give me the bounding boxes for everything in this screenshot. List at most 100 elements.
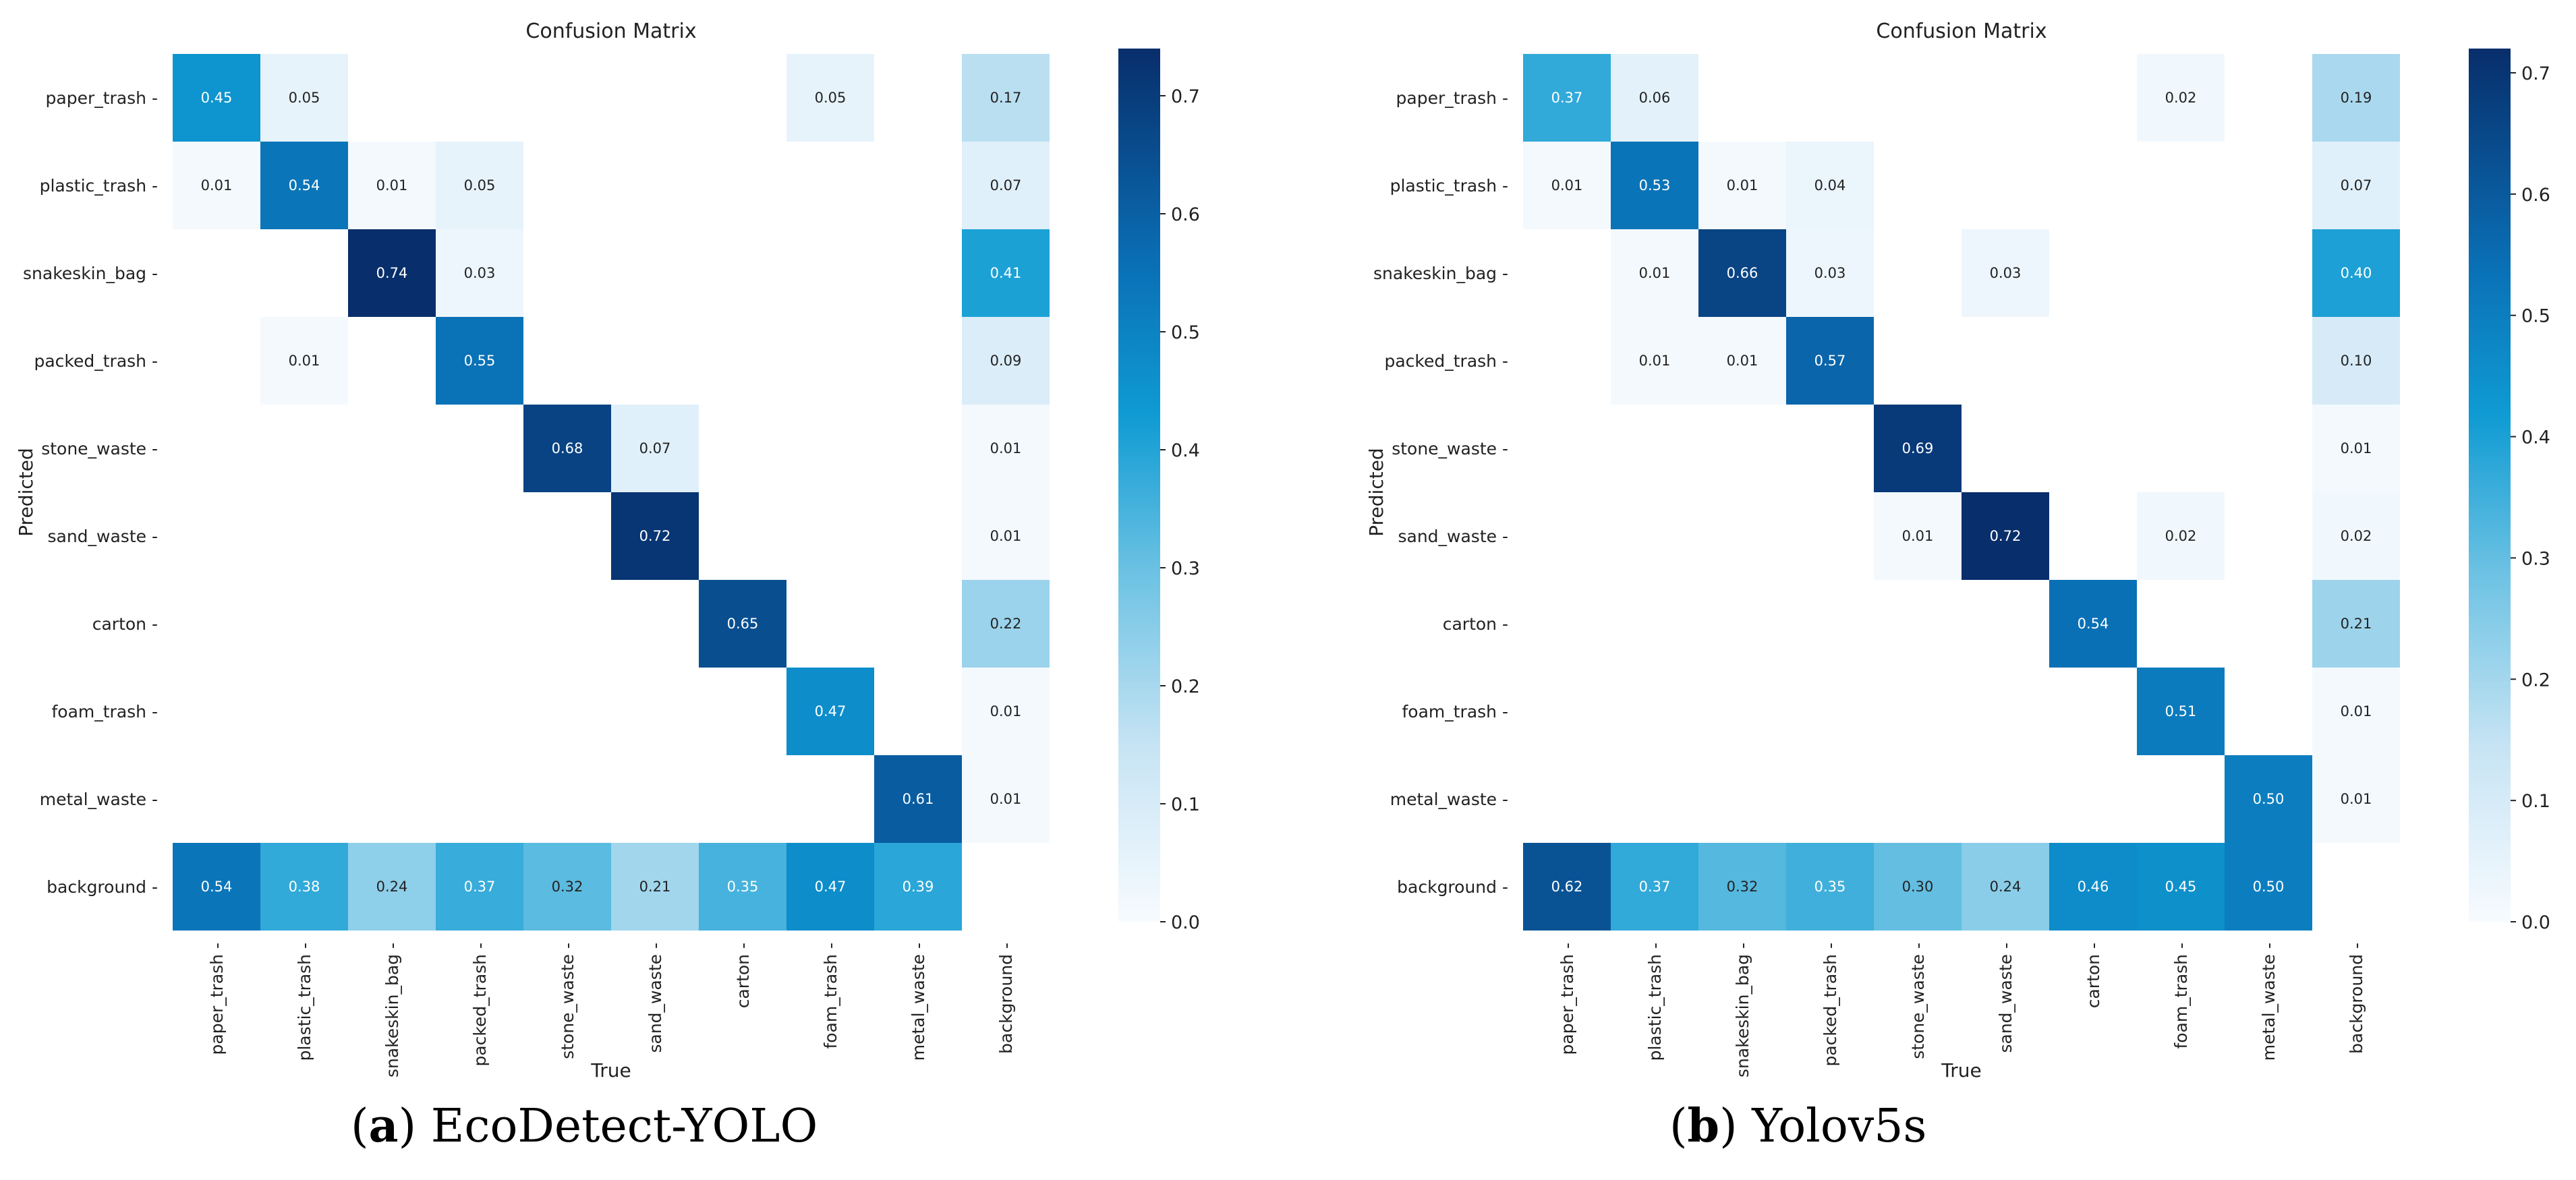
cell-paper_trash-plastic_trash xyxy=(260,54,348,142)
cell-label: 0.05 xyxy=(464,177,496,194)
cell-plastic_trash-background xyxy=(2312,142,2400,229)
colorbar-tick-label: 0.1 xyxy=(2521,791,2550,812)
cell-label: 0.21 xyxy=(2341,616,2372,632)
cell-paper_trash-paper_trash xyxy=(173,54,260,142)
x-tick-label: snakeskin_bag - xyxy=(382,943,402,1078)
y-tick-label: packed_trash - xyxy=(34,351,158,371)
cell-label: 0.01 xyxy=(1639,353,1671,369)
caption-b-text: Yolov5s xyxy=(1752,1100,1927,1153)
cell-background-packed_trash xyxy=(436,843,523,931)
cell-plastic_trash-background xyxy=(962,142,1050,229)
y-tick-label: carton - xyxy=(92,614,158,634)
cell-stone_waste-stone_waste xyxy=(1874,405,1962,492)
cell-label: 0.21 xyxy=(639,879,671,895)
cell-carton-background xyxy=(2312,580,2400,668)
cell-sand_waste-sand_waste xyxy=(1962,492,2049,580)
x-tick-label: foam_trash - xyxy=(821,943,840,1049)
cell-background-carton xyxy=(2049,843,2137,931)
cell-label: 0.17 xyxy=(990,90,1022,106)
colorbar xyxy=(2469,49,2511,922)
cell-metal_waste-metal_waste xyxy=(874,755,962,843)
cell-label: 0.01 xyxy=(1639,265,1671,281)
x-axis-label: True xyxy=(1941,1059,1981,1082)
cell-foam_trash-foam_trash xyxy=(2137,668,2225,755)
colorbar xyxy=(1118,49,1160,922)
y-tick-label: stone_waste - xyxy=(41,439,158,459)
cell-paper_trash-background xyxy=(962,54,1050,142)
x-tick-label: sand_waste - xyxy=(1996,943,2015,1053)
cell-label: 0.65 xyxy=(727,616,759,632)
cell-label: 0.47 xyxy=(815,879,847,895)
cell-snakeskin_bag-background xyxy=(962,229,1050,317)
cell-label: 0.02 xyxy=(2165,528,2197,544)
cell-background-foam_trash xyxy=(786,843,874,931)
colorbar-tick-label: 0.6 xyxy=(2521,185,2550,206)
y-tick-label: background - xyxy=(47,877,158,897)
cell-plastic_trash-packed_trash xyxy=(1786,142,1874,229)
cell-sand_waste-background xyxy=(962,492,1050,580)
cell-label: 0.66 xyxy=(1727,265,1758,281)
caption-b: (b) Yolov5s xyxy=(1669,1099,1927,1153)
cell-snakeskin_bag-snakeskin_bag xyxy=(1698,229,1786,317)
cell-plastic_trash-snakeskin_bag xyxy=(348,142,436,229)
cell-label: 0.01 xyxy=(990,440,1022,456)
cell-carton-background xyxy=(962,580,1050,668)
colorbar-tick-label: 0.2 xyxy=(1171,676,1200,697)
cell-label: 0.50 xyxy=(2253,791,2285,807)
cell-label: 0.03 xyxy=(1990,265,2022,281)
y-tick-label: packed_trash - xyxy=(1384,351,1508,371)
cell-label: 0.69 xyxy=(1902,440,1934,456)
cell-label: 0.01 xyxy=(1727,353,1758,369)
cell-sand_waste-stone_waste xyxy=(1874,492,1962,580)
cell-label: 0.01 xyxy=(201,177,233,194)
cell-foam_trash-background xyxy=(2312,668,2400,755)
cell-label: 0.35 xyxy=(727,879,759,895)
y-tick-label: plastic_trash - xyxy=(40,176,158,196)
caption-a: (a) EcoDetect-YOLO xyxy=(351,1099,818,1153)
heatmap-panel-a: Confusion Matrix 0.45 0.05 0.05 0.17 0.01 0.54… xyxy=(15,20,1200,1082)
cell-snakeskin_bag-background xyxy=(2312,229,2400,317)
x-tick-label: packed_trash - xyxy=(470,943,490,1067)
cell-label: 0.02 xyxy=(2165,90,2197,106)
cell-label: 0.24 xyxy=(1990,879,2022,895)
cell-label: 0.37 xyxy=(1551,90,1583,106)
x-tick-label: stone_waste - xyxy=(558,943,577,1059)
x-tick-label: sand_waste - xyxy=(646,943,665,1053)
cell-background-metal_waste xyxy=(874,843,962,931)
cell-label: 0.61 xyxy=(903,791,934,807)
cell-paper_trash-paper_trash xyxy=(1523,54,1611,142)
cell-metal_waste-background xyxy=(962,755,1050,843)
cell-label: 0.01 xyxy=(2341,703,2372,719)
colorbar-tick-label: 0.5 xyxy=(2521,306,2550,327)
x-axis-label: True xyxy=(590,1059,631,1082)
colorbar-tick-label: 0.5 xyxy=(1171,322,1200,343)
y-tick-label: sand_waste - xyxy=(1398,527,1508,546)
cell-label: 0.04 xyxy=(1814,177,1846,194)
x-tick-label: background - xyxy=(996,943,1016,1054)
colorbar-tick-label: 0.6 xyxy=(1171,204,1200,225)
y-tick-label: sand_waste - xyxy=(47,527,158,546)
cell-background-stone_waste xyxy=(523,843,611,931)
cell-metal_waste-metal_waste xyxy=(2225,755,2312,843)
colorbar-tick-label: 0.4 xyxy=(2521,427,2550,448)
cell-label: 0.01 xyxy=(2341,440,2372,456)
cell-paper_trash-background xyxy=(2312,54,2400,142)
colorbar-tick-label: 0.2 xyxy=(2521,670,2550,690)
cell-background-carton xyxy=(699,843,786,931)
cell-sand_waste-sand_waste xyxy=(611,492,699,580)
cell-snakeskin_bag-plastic_trash xyxy=(1611,229,1698,317)
cell-label: 0.09 xyxy=(990,353,1022,369)
colorbar-tick-label: 0.7 xyxy=(2521,63,2550,84)
colorbar-tick-label: 0.4 xyxy=(1171,440,1200,461)
colorbar-tick-label: 0.3 xyxy=(1171,558,1200,579)
cell-label: 0.46 xyxy=(2078,879,2109,895)
cell-plastic_trash-plastic_trash xyxy=(260,142,348,229)
cell-label: 0.47 xyxy=(815,703,847,719)
cell-label: 0.35 xyxy=(1814,879,1846,895)
x-tick-label: plastic_trash - xyxy=(1645,943,1665,1061)
caption-a-letter: a xyxy=(368,1099,399,1153)
cell-packed_trash-plastic_trash xyxy=(1611,317,1698,405)
cell-snakeskin_bag-packed_trash xyxy=(436,229,523,317)
cell-plastic_trash-packed_trash xyxy=(436,142,523,229)
y-tick-label: background - xyxy=(1397,877,1508,897)
